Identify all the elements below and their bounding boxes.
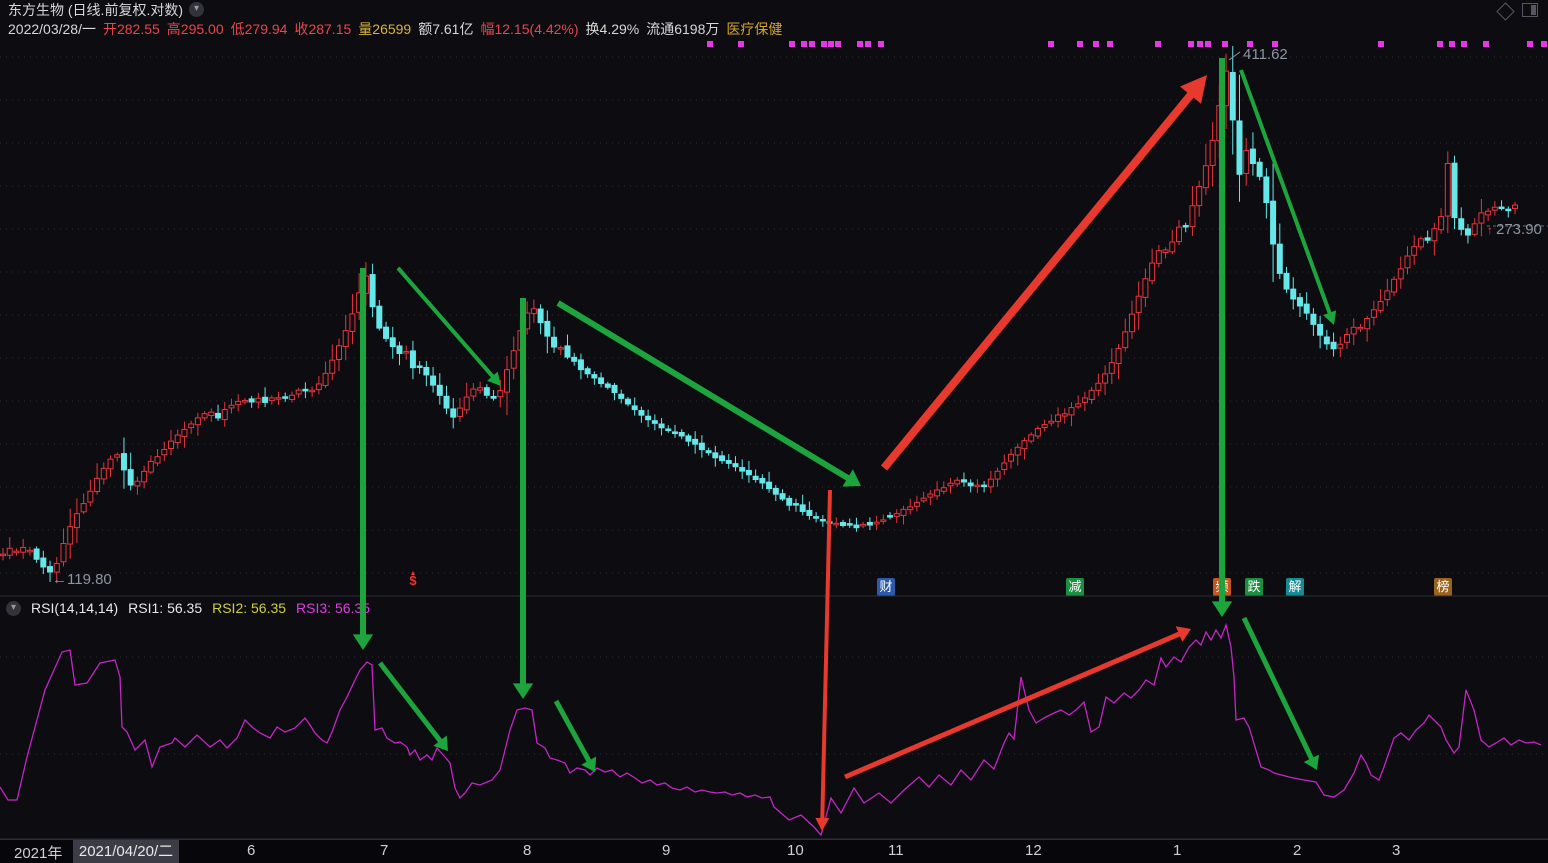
axis-date-box: 2021/04/20/二 [73,840,179,863]
axis-month-label: 11 [888,842,904,859]
axis-month-label: 12 [1025,842,1042,859]
title-bar: 东方生物 (日线.前复权.对数) ▾ [0,0,1548,19]
chevron-down-icon[interactable]: ▾ [189,2,204,17]
quote-float: 流通6198万 [646,21,720,37]
quote-volume: 量26599 [358,21,412,37]
panel-layout-icon[interactable] [1522,3,1538,17]
diamond-icon[interactable] [1496,2,1515,21]
axis-month-label: 7 [380,842,389,859]
quote-date: 2022/03/28/一 [8,21,96,37]
rsi-indicator-header: ▾ RSI(14,14,14) RSI1: 56.35 RSI2: 56.35 … [0,598,370,618]
event-badge[interactable]: 减 [1066,578,1084,596]
event-badge[interactable]: 频 [1213,578,1231,596]
rsi-name: RSI(14,14,14) [31,600,119,616]
last-price-arrow-icon: ↑ [1487,223,1493,237]
rsi3-value: RSI3: 56.35 [296,600,370,616]
event-badge[interactable]: 解 [1286,578,1304,596]
low-price-label: ←119.80 [52,571,112,588]
quote-turnover: 换4.29% [585,21,640,37]
quote-range: 幅12.15(4.42%) [480,21,579,37]
event-badge[interactable]: 榜 [1434,578,1452,596]
quote-open: 开282.55 [102,21,160,37]
last-price-label: 273.90 [1496,221,1542,238]
axis-year-label: 2021年 [14,845,63,862]
event-badge[interactable]: 财 [877,578,895,596]
quote-close: 收287.15 [294,21,352,37]
axis-month-label: 9 [662,842,671,859]
event-badge[interactable]: ▲ $ [409,570,417,588]
quote-low: 低279.94 [230,21,288,37]
rsi2-value: RSI2: 56.35 [212,600,287,616]
quote-high: 高295.00 [166,21,224,37]
rsi-chevron-icon[interactable]: ▾ [6,600,21,616]
sector-link[interactable]: 医疗保健 [726,21,783,37]
axis-month-label: 8 [523,842,532,859]
axis-month-label: 2 [1293,842,1302,859]
rsi1-value: RSI1: 56.35 [128,600,203,616]
axis-month-label: 1 [1173,842,1182,859]
axis-month-label: 10 [787,842,804,859]
high-price-label: 411.62 [1243,46,1288,63]
axis-month-label: 6 [247,842,256,859]
quote-amount: 额7.61亿 [418,21,474,37]
time-axis[interactable]: 2021年 2021/04/20/二 6 7 8 9 10 11 12 1 2 3 [0,839,1548,863]
quote-info-bar: 2022/03/28/一 开282.55 高295.00 低279.94 收28… [0,19,1548,39]
event-badge[interactable]: 跌 [1245,578,1263,596]
axis-month-label: 3 [1392,842,1401,859]
instrument-title: 东方生物 (日线.前复权.对数) [8,1,183,18]
